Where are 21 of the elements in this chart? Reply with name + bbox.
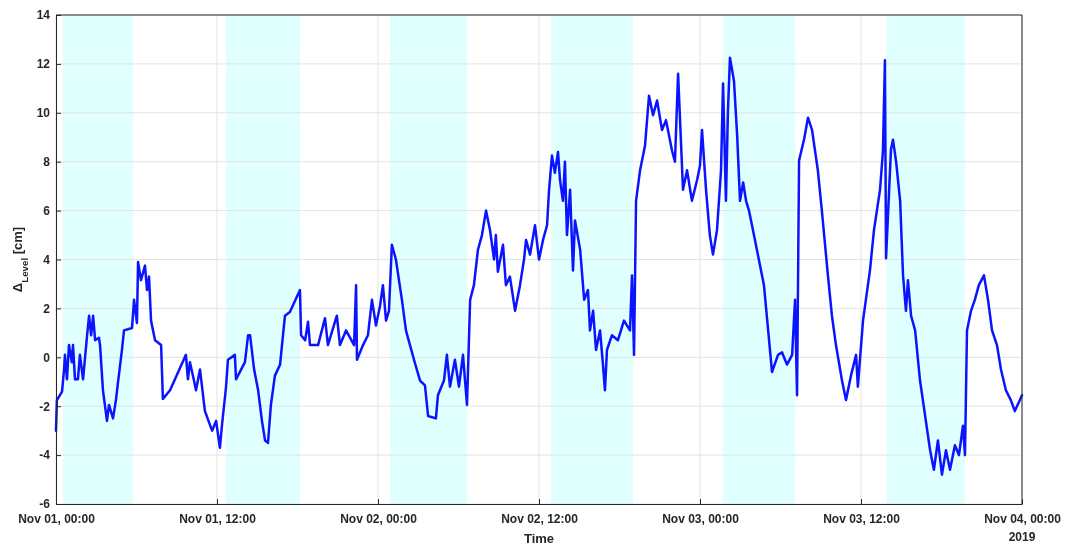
x-tick-label: Nov 01, 12:00 (179, 511, 257, 526)
y-tick-label: 10 (36, 106, 51, 121)
y-tick-label: 12 (36, 57, 51, 72)
line-series (54, 56, 1024, 476)
x-tick-label: Nov 03, 12:00 (823, 511, 901, 526)
y-tick-label: 4 (43, 252, 51, 267)
x-tick-label: Nov 02, 00:00 (340, 511, 418, 526)
x-tick-label: Nov 03, 00:00 (662, 511, 740, 526)
x-axis-title: Time (523, 531, 555, 546)
x-tick-label: Nov 04, 00:00 (984, 511, 1062, 526)
x-tick-label: Nov 02, 12:00 (501, 511, 579, 526)
y-tick-label: 0 (43, 350, 51, 365)
y-tick-label: -4 (39, 448, 51, 463)
y-tick-label: -6 (39, 497, 51, 512)
y-tick-label: -2 (39, 399, 51, 414)
y-tick-label: 6 (43, 203, 51, 218)
y-tick-label: 2 (43, 301, 51, 316)
text: 2019 (1008, 530, 1036, 544)
y-tick-label: 14 (36, 8, 51, 23)
x-tick-label: Nov 01, 00:00 (18, 511, 96, 526)
y-tick-label: 8 (43, 155, 51, 170)
